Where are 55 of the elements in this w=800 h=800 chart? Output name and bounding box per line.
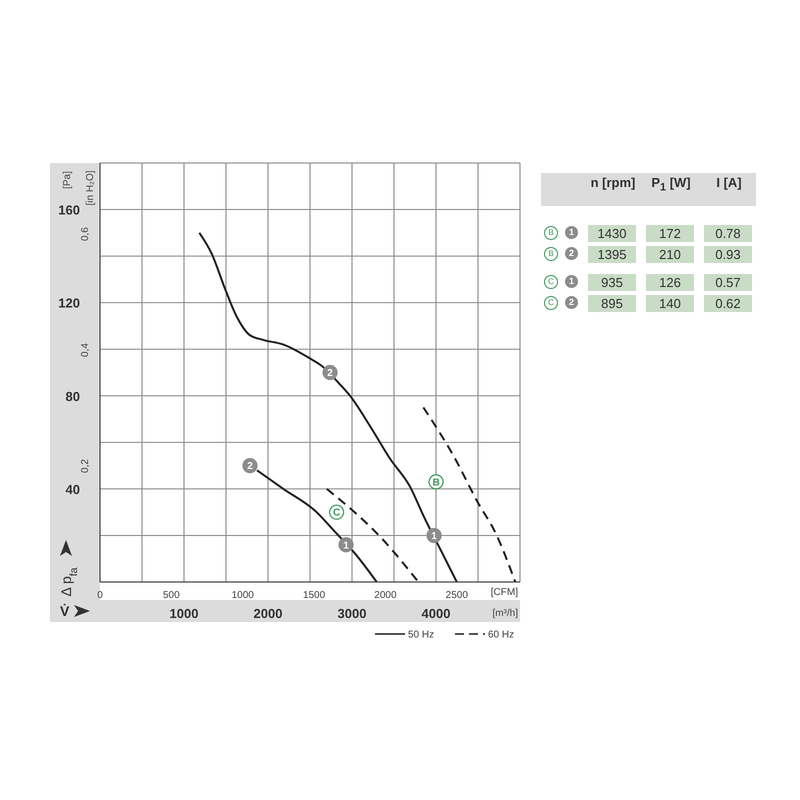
y-axis-title: [Pa] [62, 170, 73, 189]
text: 1395 [598, 247, 626, 262]
x-axis-title: [CFM] [490, 587, 518, 598]
text: 0.93 [715, 247, 741, 262]
y-tick-label: 80 [66, 388, 80, 404]
circle-badge: C [544, 296, 558, 310]
circle-badge: B [544, 247, 558, 261]
category-label: P$_{1}$ [W] [650, 175, 692, 195]
x2-tick-label: 3000 [338, 606, 366, 621]
category-label: I [A] [715, 175, 743, 190]
category-label: n [rpm] [590, 175, 636, 190]
text: 210 [659, 247, 681, 262]
x-tick-label: 1500 [302, 590, 326, 601]
circle-badge: B [544, 226, 558, 240]
y-tick-label: 120 [58, 296, 80, 311]
y2-axis-title: [in H₂O] [85, 170, 96, 206]
y2-tick-label: 0,4 [80, 342, 91, 358]
text: 172 [659, 226, 681, 241]
circle-badge: 2 [565, 296, 578, 309]
line-series [198, 232, 458, 582]
x-tick-label: 2000 [374, 590, 397, 601]
text: 895 [601, 296, 623, 311]
circle-badge: 1 [565, 226, 578, 239]
text: V̇ [60, 603, 70, 619]
y-tick-label: 160 [58, 202, 80, 218]
annotation: B [432, 477, 440, 488]
text: 935 [601, 275, 623, 290]
text: 0.57 [715, 275, 741, 290]
x-tick-label: 1000 [232, 590, 254, 601]
x-tick-label: 0 [97, 590, 104, 601]
annotation: 2 [327, 368, 334, 379]
x-tick-label: 2500 [446, 590, 468, 601]
line-series [422, 406, 516, 582]
text: 0.62 [715, 296, 741, 311]
x2-tick-label: 4000 [422, 606, 450, 621]
annotation: 1 [343, 540, 350, 552]
y2-tick-label: 0,2 [80, 458, 91, 473]
legend-label: 60 Hz [488, 630, 514, 640]
y2-tick-label: 0,6 [80, 226, 91, 242]
x2-axis-title: [m³/h] [492, 608, 518, 619]
annotation: 2 [247, 461, 254, 472]
x-tick-label: 500 [163, 590, 180, 601]
circle-badge: C [544, 275, 558, 289]
text: 0.78 [715, 226, 741, 241]
annotation: C [333, 508, 340, 519]
text: 140 [659, 296, 681, 311]
circle-badge: 1 [565, 275, 578, 288]
y-tick-label: 40 [66, 482, 80, 497]
text: 1430 [598, 226, 626, 241]
circle-badge: 2 [565, 247, 578, 260]
annotation: 1 [431, 530, 438, 542]
legend-label: 50 Hz [408, 630, 434, 640]
text: 126 [659, 275, 681, 290]
x2-tick-label: 2000 [254, 606, 282, 621]
x2-tick-label: 1000 [170, 606, 198, 621]
